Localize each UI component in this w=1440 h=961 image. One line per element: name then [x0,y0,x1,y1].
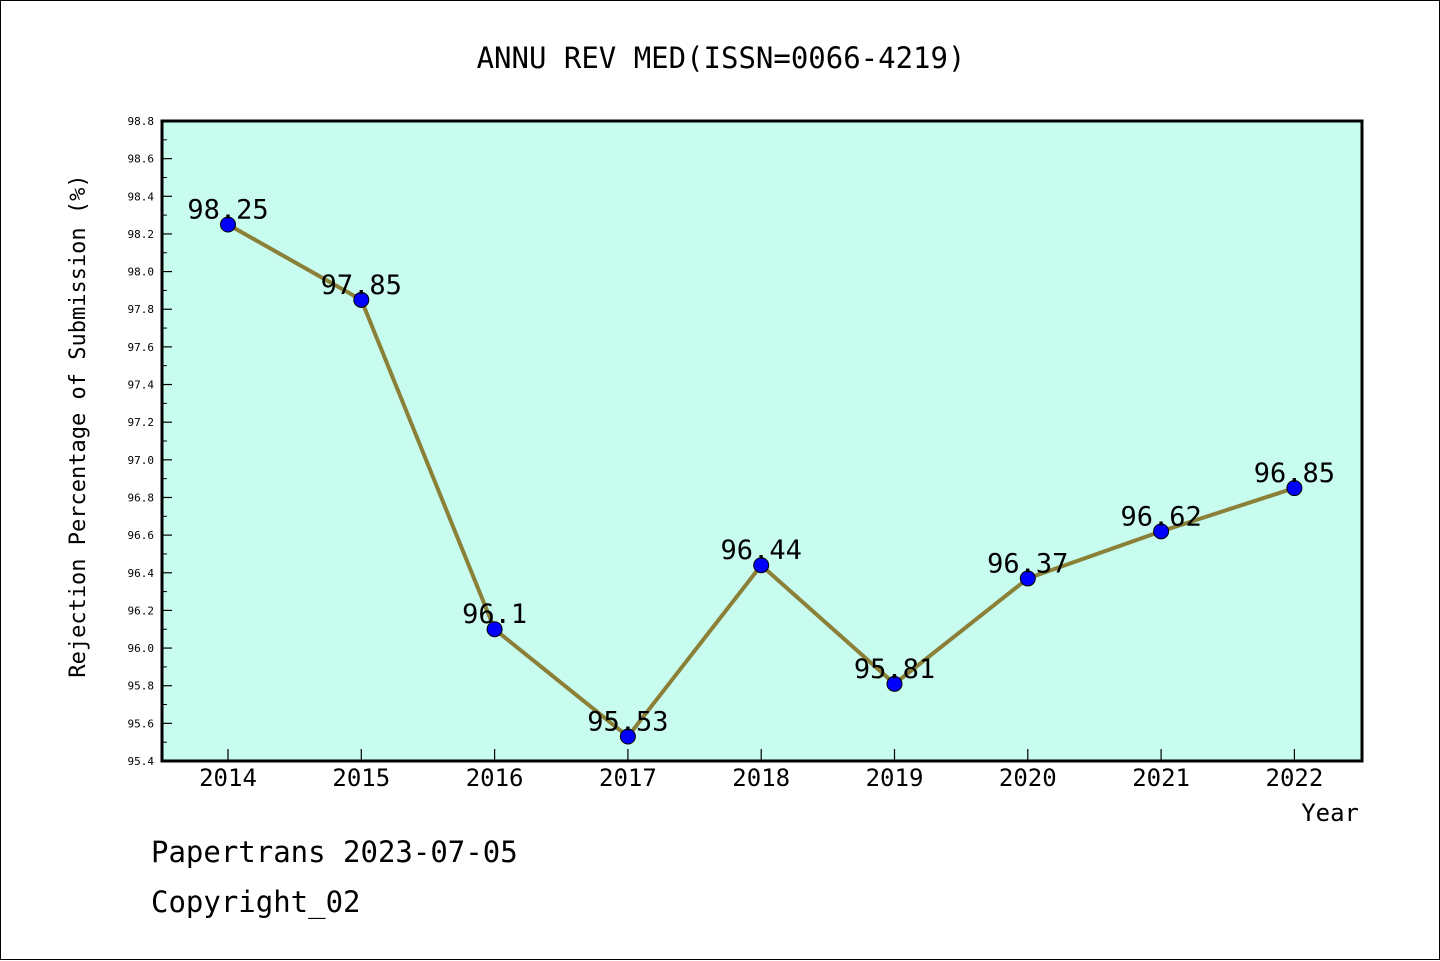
data-point [1019,570,1036,587]
y-axis-label: Rejection Percentage of Submission (%) [66,174,91,677]
data-label: 96.44 [721,535,802,566]
x-axis-label: Year [1301,799,1359,827]
data-point [886,675,903,692]
y-tick-label: 96.8 [128,491,155,504]
y-tick-label: 97.4 [128,379,155,392]
y-tick-label: 95.4 [128,755,155,768]
x-tick-label: 2019 [866,764,924,792]
x-tick-label: 2016 [466,764,524,792]
y-tick-label: 98.6 [128,153,155,166]
y-tick-label: 98.0 [128,266,155,279]
data-point [1153,523,1170,540]
data-point [353,291,370,308]
data-label: 97.85 [321,270,402,301]
data-point [619,728,636,745]
x-tick-label: 2017 [599,764,657,792]
x-tick-label: 2015 [332,764,390,792]
data-point [220,216,236,233]
y-tick-label: 97.0 [128,454,155,467]
x-tick-label: 2014 [199,764,257,792]
chart-title: ANNU REV MED(ISSN=0066-4219) [477,41,966,75]
data-label: 95.81 [854,654,935,685]
y-tick-label: 98.4 [128,190,155,203]
data-label: 95.53 [587,707,668,738]
y-tick-label: 96.4 [128,567,155,580]
y-tick-label: 96.0 [128,642,155,655]
data-label: 96.1 [462,599,527,630]
data-label: 98.25 [187,195,268,226]
y-tick-label: 96.6 [128,529,155,542]
y-tick-label: 95.8 [128,680,155,693]
x-tick-label: 2018 [732,764,790,792]
data-point [753,557,770,574]
x-tick-label: 2020 [999,764,1057,792]
data-label: 96.85 [1254,458,1335,489]
data-label: 96.62 [1120,501,1201,532]
data-point [486,621,503,638]
y-tick-label: 95.6 [128,717,155,730]
plot-border [160,119,1364,763]
x-tick-label: 2021 [1132,764,1190,792]
y-tick-label: 96.2 [128,604,155,617]
copyright-footer: Copyright_02 [151,885,361,919]
y-tick-label: 98.8 [128,115,155,128]
source-footer: Papertrans 2023-07-05 [151,835,518,869]
data-point [1286,480,1303,497]
y-tick-label: 97.2 [128,416,155,429]
x-tick-label: 2022 [1266,764,1324,792]
y-tick-label: 97.6 [128,341,155,354]
y-tick-label: 97.8 [128,303,155,316]
y-tick-label: 98.2 [128,228,155,241]
plot-area [162,121,1362,761]
data-label: 96.37 [987,548,1068,579]
